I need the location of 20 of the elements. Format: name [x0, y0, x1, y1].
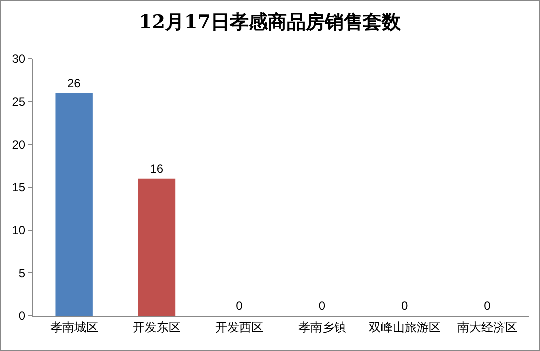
data-label: 0 — [318, 299, 326, 313]
y-tick-label: 15 — [12, 180, 26, 195]
x-tick-label: 南大经济区 — [458, 320, 518, 334]
data-label: 0 — [484, 299, 492, 313]
y-tick-label: 0 — [18, 309, 26, 324]
y-tick-label: 5 — [18, 266, 26, 280]
y-tick-label: 30 — [12, 52, 26, 66]
y-tick-label: 10 — [12, 224, 26, 238]
x-tick-label: 孝南乡镇 — [298, 320, 346, 334]
x-tick-label: 孝南城区 — [50, 320, 98, 334]
y-tick-label: 25 — [12, 95, 26, 110]
x-tick-label: 开发西区 — [216, 320, 264, 334]
chart-title: 12月17日孝感商品房销售套数 — [139, 11, 402, 34]
x-tick-label: 双峰山旅游区 — [369, 320, 441, 334]
data-label: 26 — [67, 76, 82, 90]
y-tick-label: 20 — [12, 138, 26, 152]
x-tick-label: 开发东区 — [133, 320, 181, 334]
data-label: 16 — [150, 162, 164, 176]
data-label: 0 — [402, 299, 408, 313]
data-label: 0 — [236, 299, 244, 313]
